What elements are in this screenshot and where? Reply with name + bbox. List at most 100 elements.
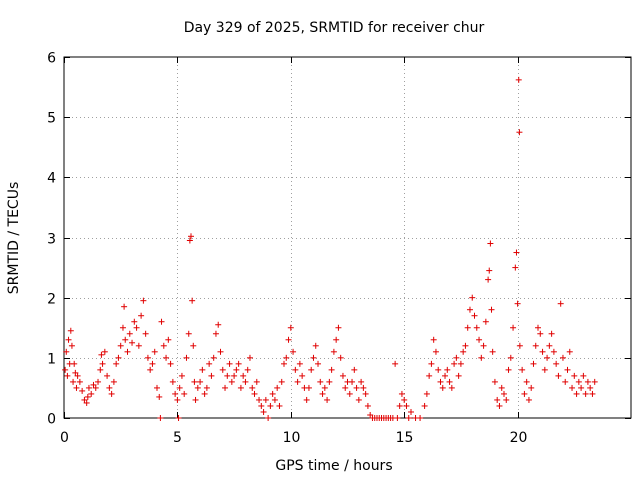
data-point — [535, 324, 542, 331]
data-point — [119, 324, 126, 331]
data-point — [206, 360, 213, 367]
data-point — [457, 360, 464, 367]
data-point — [185, 330, 192, 337]
data-point — [437, 378, 444, 385]
data-point — [486, 267, 493, 274]
data-point — [417, 415, 424, 421]
data-point — [466, 306, 473, 313]
data-point — [405, 415, 412, 421]
data-point — [319, 390, 326, 397]
data-point — [62, 366, 69, 373]
data-point — [448, 384, 455, 391]
data-point — [299, 372, 306, 379]
data-point — [591, 378, 598, 385]
data-point — [469, 294, 476, 301]
data-point — [92, 384, 99, 391]
data-point — [249, 384, 256, 391]
data-point — [219, 366, 226, 373]
data-point — [287, 324, 294, 331]
data-point — [215, 321, 222, 328]
data-point — [260, 408, 267, 415]
data-point — [167, 360, 174, 367]
data-point — [68, 342, 75, 349]
data-point — [280, 360, 287, 367]
data-point — [575, 378, 582, 385]
data-point — [175, 415, 182, 421]
data-point — [455, 372, 462, 379]
data-point — [115, 354, 122, 361]
data-point — [74, 372, 81, 379]
data-point — [562, 378, 569, 385]
data-point — [113, 360, 120, 367]
y-tick-label: 1 — [47, 352, 56, 368]
data-point — [430, 336, 437, 343]
data-point — [584, 378, 591, 385]
data-point — [544, 354, 551, 361]
data-points — [62, 76, 598, 421]
data-point — [471, 312, 478, 319]
data-point — [231, 372, 238, 379]
y-tick-label: 3 — [47, 232, 56, 248]
data-point — [435, 366, 442, 373]
data-point — [151, 348, 158, 355]
data-point — [515, 76, 522, 83]
data-point — [131, 318, 138, 325]
data-point — [489, 348, 496, 355]
y-tick-label: 5 — [47, 111, 56, 127]
data-point — [203, 384, 210, 391]
data-point — [559, 354, 566, 361]
data-point — [423, 390, 430, 397]
data-point — [283, 354, 290, 361]
data-point — [505, 366, 512, 373]
data-point — [73, 384, 80, 391]
data-point — [64, 372, 71, 379]
data-point — [163, 354, 170, 361]
data-point — [555, 372, 562, 379]
data-point — [274, 384, 281, 391]
data-point — [265, 415, 272, 421]
y-tick-label: 4 — [47, 171, 56, 187]
grid — [64, 57, 631, 418]
data-point — [507, 354, 514, 361]
data-point — [355, 396, 362, 403]
data-point — [174, 396, 181, 403]
data-point — [121, 303, 128, 310]
data-point — [222, 384, 229, 391]
data-point — [244, 366, 251, 373]
data-point — [398, 390, 405, 397]
data-point — [278, 378, 285, 385]
data-point — [310, 354, 317, 361]
data-point — [408, 408, 415, 415]
y-axis-label: SRMTID / TECUs — [6, 182, 22, 295]
data-point — [199, 366, 206, 373]
data-point — [158, 318, 165, 325]
x-tick-label: 20 — [510, 430, 528, 446]
data-point — [156, 393, 163, 400]
data-point — [546, 342, 553, 349]
data-point — [330, 348, 337, 355]
data-point — [525, 396, 532, 403]
data-point — [242, 378, 249, 385]
data-point — [521, 390, 528, 397]
data-point — [246, 354, 253, 361]
data-point — [271, 396, 278, 403]
data-point — [276, 402, 283, 409]
data-point — [578, 384, 585, 391]
data-point — [485, 276, 492, 283]
data-point — [99, 360, 106, 367]
data-point — [442, 372, 449, 379]
data-point — [305, 384, 312, 391]
data-point — [65, 336, 72, 343]
data-point — [580, 372, 587, 379]
data-point — [360, 384, 367, 391]
data-point — [256, 396, 263, 403]
data-point — [582, 390, 589, 397]
data-point — [428, 360, 435, 367]
data-point — [339, 372, 346, 379]
data-point — [460, 348, 467, 355]
data-point — [183, 354, 190, 361]
data-point — [367, 411, 374, 418]
data-point — [144, 354, 151, 361]
data-point — [191, 378, 198, 385]
data-point — [500, 390, 507, 397]
